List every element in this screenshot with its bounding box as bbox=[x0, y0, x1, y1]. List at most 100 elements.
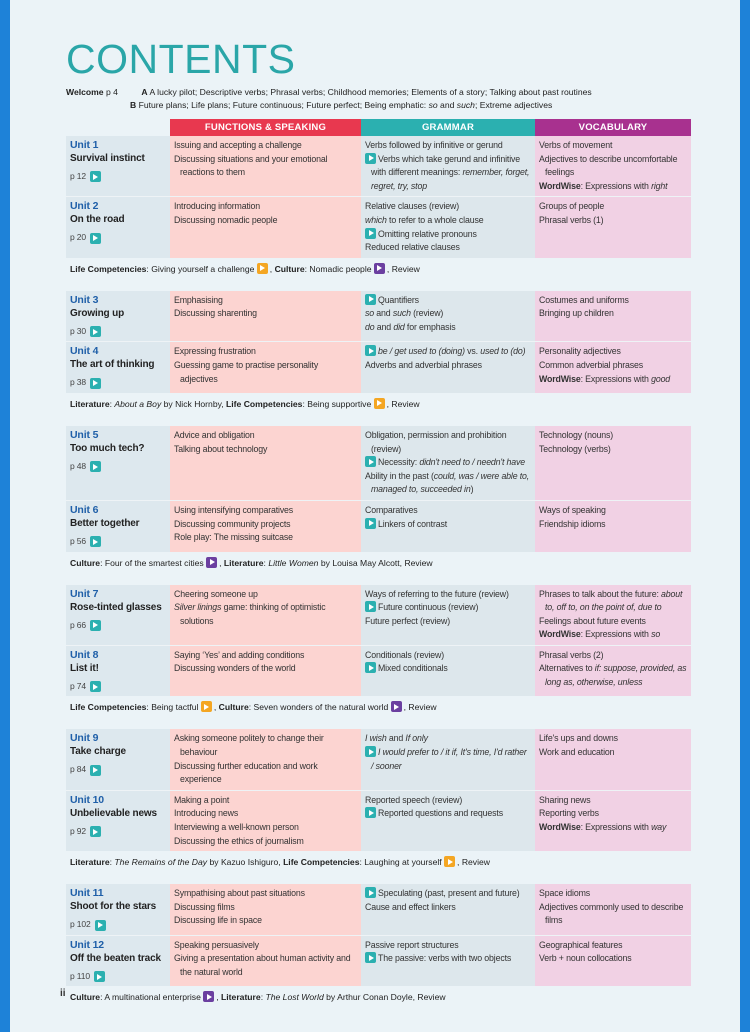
text-segment: : bbox=[109, 857, 115, 868]
video-play-icon[interactable] bbox=[89, 826, 101, 838]
video-play-icon[interactable] bbox=[89, 326, 101, 338]
culture-video-icon[interactable] bbox=[390, 701, 402, 713]
culture-video-icon[interactable] bbox=[373, 262, 385, 274]
functions-item: Discussing wonders of the world bbox=[174, 662, 357, 676]
unit-cell[interactable]: Unit 3 Growing up p 30 bbox=[66, 290, 170, 342]
text-segment: : Expressions with bbox=[580, 180, 652, 191]
video-play-icon[interactable] bbox=[365, 456, 376, 468]
grammar-cell: be / get used to (doing) vs. used to (do… bbox=[361, 342, 535, 393]
video-play-icon[interactable] bbox=[89, 171, 101, 183]
life-competencies-video-icon[interactable] bbox=[373, 397, 385, 409]
unit-row: Unit 1 Survival instinct p 12 Issuing and a… bbox=[66, 136, 691, 197]
grammar-item: Reported questions and requests bbox=[365, 807, 531, 821]
video-play-icon[interactable] bbox=[365, 662, 376, 674]
unit-cell[interactable]: Unit 5 Too much tech? p 48 bbox=[66, 425, 170, 500]
bold-label: WordWise bbox=[539, 629, 581, 640]
italic-text: The Lost World bbox=[265, 992, 324, 1003]
culture-video-icon[interactable] bbox=[203, 991, 215, 1003]
bold-label: Literature bbox=[223, 557, 264, 568]
unit-page-link[interactable]: p 92 bbox=[70, 825, 166, 839]
video-play-icon[interactable] bbox=[365, 952, 376, 964]
unit-cell[interactable]: Unit 12 Off the beaten track p 110 bbox=[66, 935, 170, 987]
unit-row: Unit 10 Unbelievable news p 92 Making a poi… bbox=[66, 789, 691, 852]
unit-page-link[interactable]: p 48 bbox=[70, 460, 166, 474]
vocabulary-item: Friendship idioms bbox=[539, 518, 687, 532]
culture-video-icon[interactable] bbox=[206, 556, 218, 568]
unit-page-link[interactable]: p 74 bbox=[70, 680, 166, 694]
video-play-icon[interactable] bbox=[89, 461, 101, 473]
vocabulary-cell: Phrases to talk about the future: about … bbox=[535, 584, 691, 645]
unit-page-link[interactable]: p 38 bbox=[70, 376, 166, 390]
vocabulary-item: WordWise: Expressions with good bbox=[539, 373, 687, 387]
video-play-icon[interactable] bbox=[89, 232, 101, 244]
text-segment: and bbox=[437, 99, 457, 110]
unit-page: p 56 bbox=[70, 535, 86, 546]
unit-page-link[interactable]: p 20 bbox=[70, 231, 166, 245]
unit-cell[interactable]: Unit 6 Better together p 56 bbox=[66, 500, 170, 552]
unit-page-link[interactable]: p 56 bbox=[70, 535, 166, 549]
unit-cell[interactable]: Unit 11 Shoot for the stars p 102 bbox=[66, 884, 170, 935]
video-play-icon[interactable] bbox=[89, 377, 101, 389]
video-play-icon[interactable] bbox=[365, 293, 376, 305]
unit-page-link[interactable]: p 30 bbox=[70, 325, 166, 339]
video-play-icon[interactable] bbox=[365, 807, 376, 819]
unit-cell[interactable]: Unit 1 Survival instinct p 12 bbox=[66, 136, 170, 197]
vocabulary-item: Adjectives commonly used to describe fil… bbox=[539, 901, 687, 928]
unit-cell[interactable]: Unit 10 Unbelievable news p 92 bbox=[66, 790, 170, 852]
vocabulary-item: Alternatives to if: suppose, provided, a… bbox=[539, 662, 687, 689]
bold-label: Culture bbox=[70, 557, 101, 568]
unit-page-link[interactable]: p 110 bbox=[70, 970, 166, 984]
video-play-icon[interactable] bbox=[89, 764, 101, 776]
video-play-icon[interactable] bbox=[365, 227, 376, 239]
text-segment: Future continuous (review) bbox=[378, 602, 479, 613]
vocabulary-item: Sharing news bbox=[539, 794, 687, 808]
life-competencies-video-icon[interactable] bbox=[200, 701, 212, 713]
video-play-icon[interactable] bbox=[365, 517, 376, 529]
functions-item: Sympathising about past situations bbox=[174, 887, 357, 901]
grammar-item: I would prefer to / it if, It's time, I'… bbox=[365, 746, 531, 773]
unit-cell[interactable]: Unit 9 Take charge p 84 bbox=[66, 729, 170, 790]
unit-group: Unit 11 Shoot for the stars p 102 Sympathis… bbox=[66, 884, 691, 1019]
italic-text: way bbox=[651, 822, 667, 833]
life-competencies-video-icon[interactable] bbox=[256, 262, 268, 274]
text-segment: Discussing films bbox=[174, 901, 235, 912]
vocabulary-item: Costumes and uniforms bbox=[539, 294, 687, 308]
video-play-icon[interactable] bbox=[365, 345, 376, 357]
italic-text: I wish bbox=[365, 733, 387, 744]
video-play-icon[interactable] bbox=[365, 601, 376, 613]
text-segment: Discussing situations and your emotional… bbox=[174, 153, 328, 178]
unit-page-link[interactable]: p 102 bbox=[70, 918, 166, 932]
unit-cell[interactable]: Unit 8 List it! p 74 bbox=[66, 645, 170, 697]
functions-item: Speaking persuasively bbox=[174, 939, 357, 953]
welcome-page[interactable]: p 4 bbox=[105, 87, 118, 97]
functions-cell: Asking someone politely to change their … bbox=[170, 729, 361, 790]
grammar-item: Ways of referring to the future (review) bbox=[365, 588, 531, 602]
text-segment: Introducing information bbox=[174, 201, 261, 212]
video-play-icon[interactable] bbox=[365, 887, 376, 899]
video-play-icon[interactable] bbox=[89, 619, 101, 631]
video-play-icon[interactable] bbox=[93, 971, 105, 983]
unit-page-link[interactable]: p 12 bbox=[70, 170, 166, 184]
video-play-icon[interactable] bbox=[365, 746, 376, 758]
unit-page-link[interactable]: p 66 bbox=[70, 619, 166, 633]
text-segment: for emphasis bbox=[404, 321, 456, 332]
life-competencies-video-icon[interactable] bbox=[444, 856, 456, 868]
unit-number: Unit 3 bbox=[70, 293, 99, 306]
unit-number: Unit 6 bbox=[70, 503, 99, 516]
video-play-icon[interactable] bbox=[89, 681, 101, 693]
unit-page: p 102 bbox=[70, 919, 91, 930]
bold-label: Life Competencies bbox=[70, 702, 147, 713]
functions-cell: Speaking persuasively Giving a presentati… bbox=[170, 935, 361, 987]
unit-title: On the road bbox=[70, 214, 125, 226]
unit-cell[interactable]: Unit 2 On the road p 20 bbox=[66, 197, 170, 258]
video-play-icon[interactable] bbox=[94, 919, 106, 931]
video-play-icon[interactable] bbox=[365, 152, 376, 164]
unit-cell[interactable]: Unit 7 Rose-tinted glasses p 66 bbox=[66, 584, 170, 645]
unit-page-link[interactable]: p 84 bbox=[70, 763, 166, 777]
unit-cell[interactable]: Unit 4 The art of thinking p 38 bbox=[66, 342, 170, 393]
grammar-cell: Reported speech (review) Reported questio… bbox=[361, 790, 535, 852]
functions-cell: Introducing information Discussing nomadi… bbox=[170, 197, 361, 258]
functions-item: Guessing game to practise personality ad… bbox=[174, 359, 357, 386]
text-segment: Discussing community projects bbox=[174, 518, 291, 529]
video-play-icon[interactable] bbox=[89, 536, 101, 548]
